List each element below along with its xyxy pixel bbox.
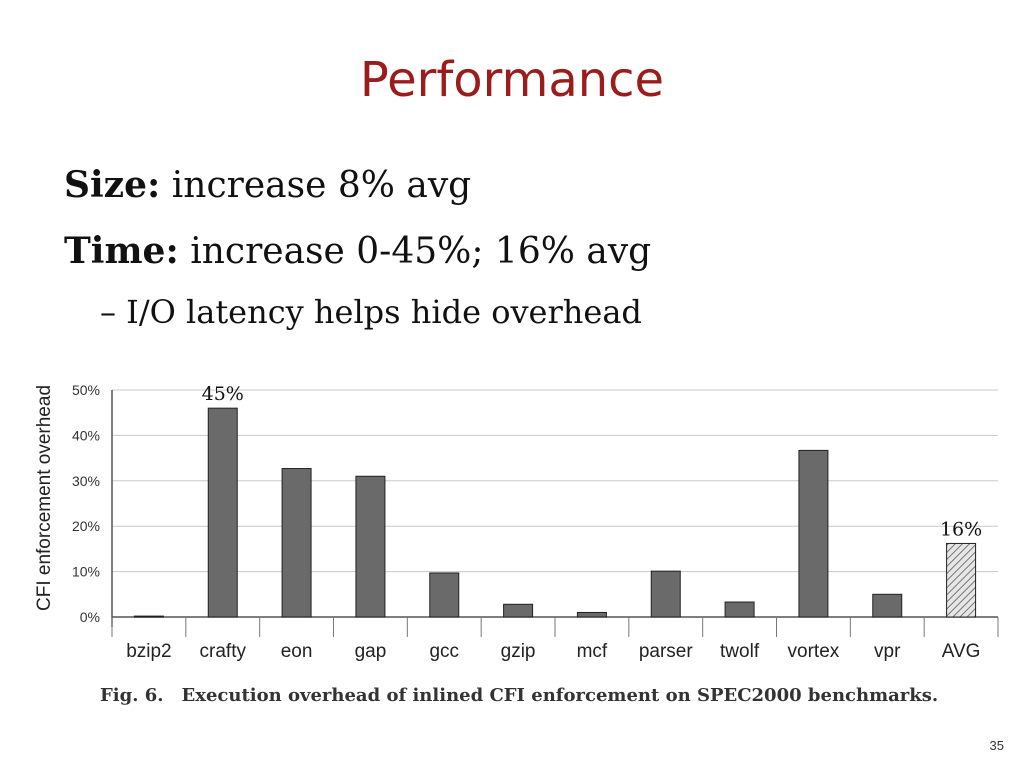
x-tick-label: mcf xyxy=(577,641,608,662)
x-tick-label: AVG xyxy=(942,641,981,662)
sub-bullet-text: I/O latency helps hide overhead xyxy=(126,293,642,331)
chart-grid xyxy=(111,389,999,637)
bar-gzip xyxy=(503,603,534,618)
x-tick-label: vortex xyxy=(788,641,840,662)
bar-mcf xyxy=(576,611,607,618)
x-tick-label: eon xyxy=(281,641,313,662)
chart-bars xyxy=(133,407,977,618)
x-tick-label: gzip xyxy=(501,641,536,662)
bullet-time-text: increase 0-45%; 16% avg xyxy=(190,231,652,272)
sub-bullet-dash: – xyxy=(100,293,116,331)
chart-annotations: 45% 16% xyxy=(202,383,983,540)
bar-vpr xyxy=(872,593,903,618)
bar-crafty xyxy=(207,407,238,618)
bullet-size-text: increase 8% avg xyxy=(171,165,472,206)
bar-twolf xyxy=(724,601,755,618)
data-label: 16% xyxy=(940,518,982,540)
y-tick-label: 40% xyxy=(72,427,100,443)
x-tick-label: gap xyxy=(355,641,387,662)
y-axis-ticks: 0% 10% 20% 30% 40% 50% xyxy=(72,382,100,625)
x-tick-label: bzip2 xyxy=(126,641,171,662)
y-tick-label: 20% xyxy=(72,518,100,534)
bullet-size-label: Size: xyxy=(64,164,161,206)
figure-number: Fig. 6. xyxy=(100,685,164,706)
bar-bzip2 xyxy=(133,615,164,618)
bar-avg xyxy=(946,542,977,618)
bullet-time-label: Time: xyxy=(64,230,179,272)
figure-caption-text: Execution overhead of inlined CFI enforc… xyxy=(181,685,939,706)
slide-title: Performance xyxy=(359,52,665,108)
bullet-time: Time: increase 0-45%; 16% avg xyxy=(64,230,651,272)
y-tick-label: 30% xyxy=(72,473,100,489)
bar-eon xyxy=(281,468,312,618)
x-tick-label: crafty xyxy=(200,641,247,662)
bullet-size: Size: increase 8% avg xyxy=(64,164,471,206)
page-number: 35 xyxy=(989,738,1004,753)
data-label: 45% xyxy=(202,383,244,405)
x-axis-labels: bzip2 crafty eon gap gcc gzip mcf parser twolf vo… xyxy=(126,641,980,662)
bar-gap xyxy=(355,475,386,618)
x-tick-label: gcc xyxy=(429,641,459,662)
x-tick-label: parser xyxy=(639,641,694,662)
y-tick-label: 50% xyxy=(72,382,100,398)
bar-gcc xyxy=(429,572,460,618)
bar-parser xyxy=(650,570,681,618)
overhead-bar-chart: 0% 10% 20% 30% 40% 50% bzip2 crafty eon gap gcc gz… xyxy=(34,382,999,662)
y-axis-label: CFI enforcement overhead xyxy=(34,385,55,611)
x-tick-label: vpr xyxy=(874,641,901,662)
y-tick-label: 0% xyxy=(80,609,100,625)
bar-vortex xyxy=(798,449,829,618)
y-tick-label: 10% xyxy=(72,564,100,580)
x-tick-label: twolf xyxy=(720,641,760,662)
figure-caption: Fig. 6. Execution overhead of inlined CFI… xyxy=(100,685,938,706)
sub-bullet: – I/O latency helps hide overhead xyxy=(100,293,642,331)
